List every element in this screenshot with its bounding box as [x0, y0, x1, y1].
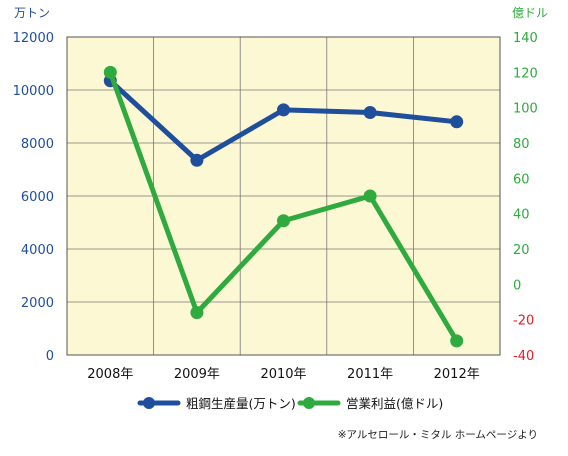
- x-axis-tick-label: 2010年: [260, 367, 306, 382]
- right-axis-tick-label: 40: [513, 208, 530, 223]
- left-axis-tick-label: 8000: [21, 137, 54, 152]
- right-axis-tick-label: 0: [513, 278, 521, 293]
- left-axis-tick-label: 4000: [21, 243, 54, 258]
- series-point-1: [190, 153, 204, 167]
- right-axis-tick-label: 100: [513, 102, 538, 117]
- plot-frame: [66, 36, 501, 356]
- right-axis-tick-label: 60: [513, 172, 530, 187]
- left-axis-tick-label: 10000: [13, 84, 54, 99]
- series-point-2: [363, 189, 377, 203]
- series-point-2: [103, 65, 117, 79]
- x-axis-tick-label: 2011年: [347, 367, 393, 382]
- source-footnote: ※アルセロール・ミタル ホームページより: [337, 429, 538, 441]
- right-axis-tick-label: 80: [513, 137, 530, 152]
- series-point-2: [450, 334, 464, 348]
- series-point-1: [277, 103, 290, 117]
- right-axis-unit-label: 億ドル: [512, 6, 548, 20]
- legend-swatch-marker: [303, 397, 315, 409]
- legend-swatch-marker: [143, 397, 155, 409]
- x-axis-tick-label: 2012年: [434, 367, 480, 382]
- series-point-1: [363, 106, 377, 120]
- left-axis-unit-label: 万トン: [14, 6, 50, 20]
- right-axis-tick-label: -40: [513, 349, 534, 364]
- series-point-2: [190, 306, 204, 320]
- legend-label: 営業利益(億ドル): [346, 396, 443, 411]
- x-axis-tick-label: 2009年: [174, 367, 220, 382]
- right-axis-tick-label: 120: [513, 66, 538, 81]
- x-axis-tick-label: 2008年: [87, 367, 133, 382]
- legend-label: 粗鋼生産量(万トン): [186, 396, 296, 411]
- left-axis-tick-label: 6000: [21, 190, 54, 205]
- right-axis-tick-label: 20: [513, 243, 530, 258]
- left-axis-tick-label: 2000: [21, 296, 54, 311]
- right-axis-tick-label: -20: [513, 314, 534, 329]
- left-axis-tick-label: 0: [46, 349, 54, 364]
- right-axis-tick-label: 140: [513, 31, 538, 46]
- left-axis-tick-label: 12000: [13, 31, 54, 46]
- series-point-2: [277, 214, 290, 228]
- series-point-1: [450, 115, 464, 129]
